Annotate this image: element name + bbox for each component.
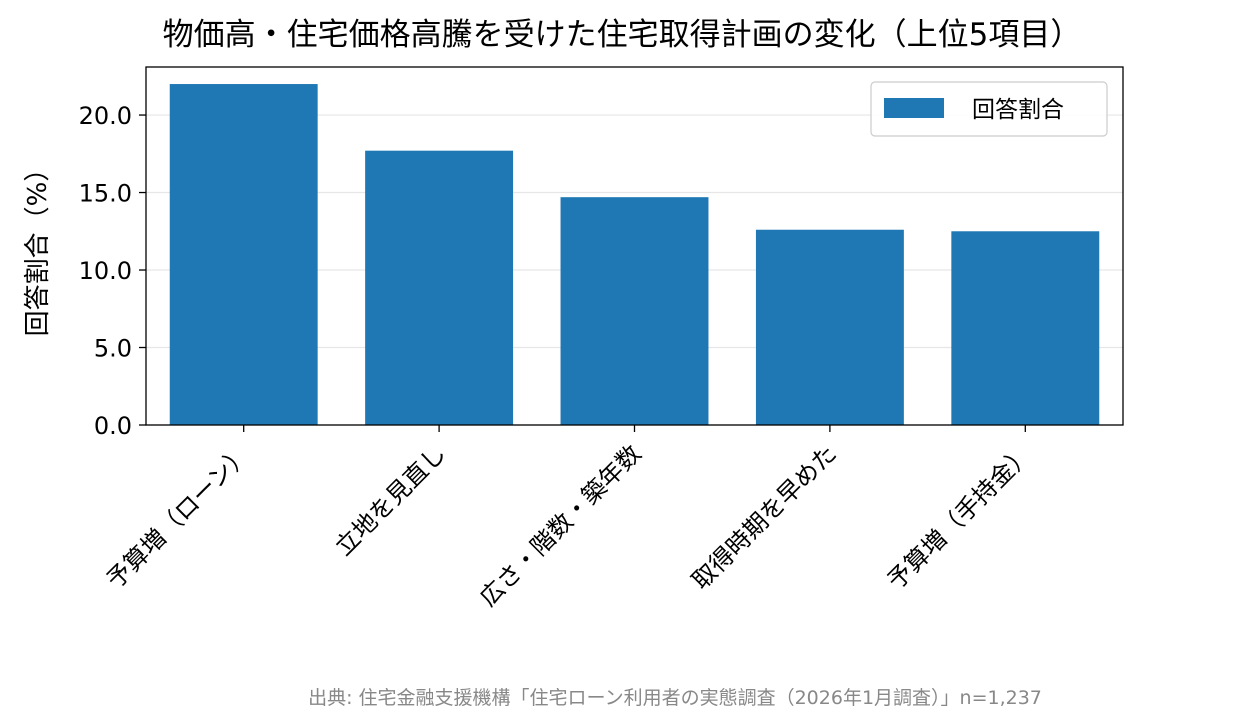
bar — [755, 229, 904, 425]
chart-title: 物価高・住宅価格高騰を受けた住宅取得計画の変化（上位5項目） — [163, 17, 1082, 53]
bar — [169, 84, 318, 426]
y-tick-label: 20.0 — [79, 102, 132, 130]
x-tick-label: 予算増（手持金） — [882, 439, 1038, 595]
y-tick-label: 5.0 — [94, 335, 132, 363]
legend-box — [870, 81, 1108, 137]
y-axis-ticks: 0.0 5.0 10.0 15.0 20.0 — [79, 102, 146, 440]
bar — [951, 231, 1100, 425]
x-axis-ticks: 予算増（ローン） 立地を見直し 広さ・階数・築年数 取得時期を早めた 予算増（手持金） — [101, 425, 1038, 612]
bar — [365, 150, 514, 426]
source-note: 出典: 住宅金融支援機構「住宅ローン利用者の実態調査（2026年1月調査）」n=… — [308, 687, 1042, 709]
x-tick-label: 予算増（ローン） — [101, 439, 256, 594]
y-tick-label: 0.0 — [94, 412, 132, 440]
legend: 回答割合 — [870, 81, 1108, 137]
legend-label: 回答割合 — [972, 97, 1064, 123]
x-tick-label: 広さ・階数・築年数 — [474, 439, 647, 612]
y-tick-label: 10.0 — [79, 257, 132, 285]
y-tick-label: 15.0 — [79, 180, 132, 208]
x-tick-label: 取得時期を早めた — [687, 439, 843, 595]
bar — [560, 197, 709, 425]
bars — [169, 84, 1100, 426]
legend-swatch — [884, 98, 944, 118]
y-axis-label: 回答割合（%） — [23, 156, 53, 337]
x-tick-label: 立地を見直し — [330, 439, 452, 561]
